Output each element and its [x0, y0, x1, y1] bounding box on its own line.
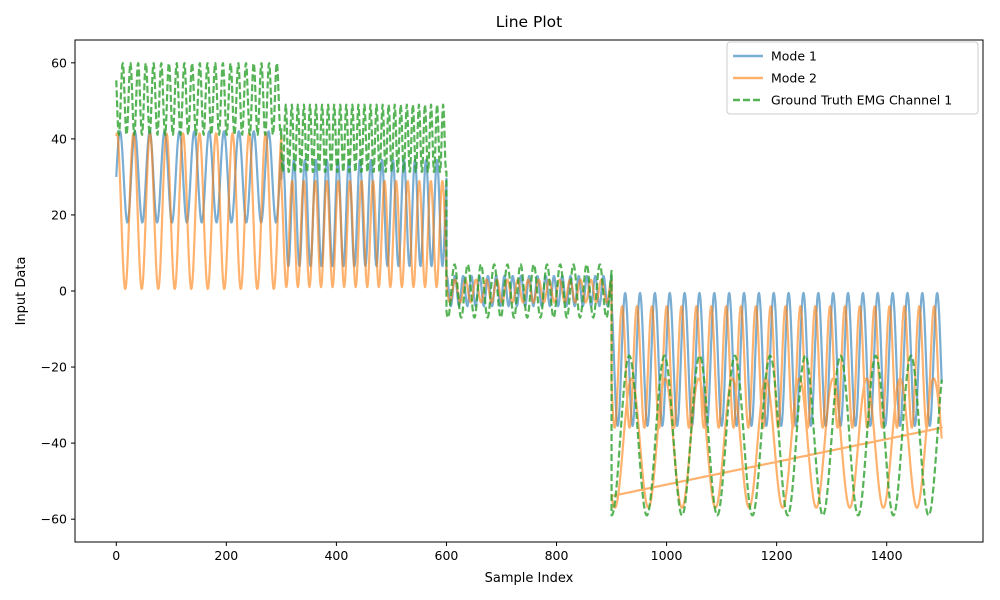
- y-tick-label: −60: [41, 512, 67, 527]
- y-axis-title: Input Data: [14, 257, 29, 326]
- legend-label: Ground Truth EMG Channel 1: [771, 93, 952, 108]
- plot-frame: [74, 39, 984, 543]
- chart-title: Line Plot: [496, 13, 562, 31]
- series-line-3: [115, 62, 943, 517]
- y-tick-label: 20: [51, 207, 67, 222]
- y-tick-label: −20: [41, 360, 67, 375]
- x-tick-label: 1400: [871, 548, 903, 563]
- x-tick-label: 200: [214, 548, 238, 563]
- x-tick-label: 400: [324, 548, 348, 563]
- x-tick-label: 600: [435, 548, 459, 563]
- x-tick-label: 1000: [651, 548, 683, 563]
- x-axis-title: Sample Index: [485, 571, 574, 586]
- legend-label: Mode 2: [771, 71, 817, 86]
- y-axis: 60 40 20 0 −20 −40 −60: [41, 55, 75, 527]
- legend: Mode 1 Mode 2 Ground Truth EMG Channel 1: [726, 41, 979, 115]
- x-axis: 0 200 400 600 800 1000 1200 1400: [112, 542, 903, 563]
- series-layer: [115, 62, 943, 517]
- x-tick-label: 1200: [761, 548, 793, 563]
- y-tick-label: 0: [59, 284, 67, 299]
- y-tick-label: 60: [51, 55, 67, 70]
- legend-label: Mode 1: [771, 49, 817, 64]
- legend-box: [726, 41, 979, 115]
- series-line-2: [115, 132, 943, 509]
- x-tick-label: 0: [112, 548, 120, 563]
- y-tick-label: −40: [41, 436, 67, 451]
- series-line-1: [115, 130, 943, 428]
- y-tick-label: 40: [51, 131, 67, 146]
- x-tick-label: 800: [545, 548, 569, 563]
